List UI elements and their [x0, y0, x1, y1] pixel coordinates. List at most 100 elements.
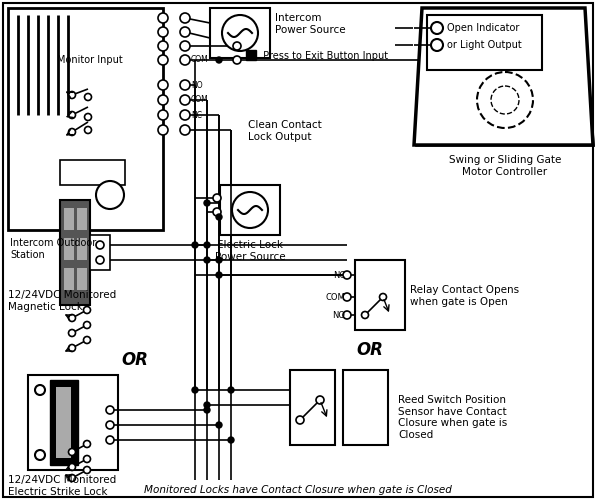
Text: Relay Contact Opens
when gate is Open: Relay Contact Opens when gate is Open — [410, 285, 519, 306]
Circle shape — [106, 436, 114, 444]
Circle shape — [106, 421, 114, 429]
Bar — [56, 387, 71, 458]
Circle shape — [180, 27, 190, 37]
Circle shape — [180, 95, 190, 105]
Circle shape — [180, 80, 190, 90]
Text: 12/24VDC Monitored
Magnetic Lock: 12/24VDC Monitored Magnetic Lock — [8, 290, 116, 312]
Circle shape — [85, 114, 92, 120]
Circle shape — [180, 55, 190, 65]
Circle shape — [85, 126, 92, 134]
Circle shape — [158, 13, 168, 23]
Circle shape — [491, 86, 519, 114]
Text: Press to Exit Button Input: Press to Exit Button Input — [260, 51, 388, 61]
Text: COM: COM — [191, 96, 209, 104]
Circle shape — [96, 181, 124, 209]
Circle shape — [69, 448, 76, 456]
Circle shape — [35, 385, 45, 395]
Circle shape — [106, 406, 114, 414]
Text: Intercom Outdoor
Station: Intercom Outdoor Station — [10, 238, 96, 260]
Circle shape — [216, 257, 222, 263]
Circle shape — [158, 41, 168, 51]
Circle shape — [477, 72, 533, 128]
Circle shape — [83, 322, 91, 328]
Bar — [64, 208, 74, 230]
Text: or Light Output: or Light Output — [447, 40, 522, 50]
Circle shape — [69, 112, 76, 118]
Bar — [355, 260, 405, 330]
Circle shape — [69, 92, 76, 98]
Circle shape — [69, 128, 76, 136]
Circle shape — [35, 450, 45, 460]
Circle shape — [69, 464, 76, 470]
Bar — [427, 15, 542, 70]
Circle shape — [228, 437, 234, 443]
Text: Electric Lock
Power Source: Electric Lock Power Source — [215, 240, 285, 262]
Text: NO: NO — [191, 80, 203, 90]
Text: Open Indicator: Open Indicator — [447, 23, 519, 33]
Circle shape — [204, 200, 210, 206]
Polygon shape — [417, 10, 593, 145]
Text: NC: NC — [191, 110, 202, 120]
Text: OR: OR — [122, 351, 148, 369]
Bar — [60, 200, 90, 305]
Bar — [64, 238, 74, 260]
Circle shape — [296, 416, 304, 424]
Circle shape — [228, 387, 234, 393]
Circle shape — [380, 294, 386, 300]
Circle shape — [83, 456, 91, 462]
Text: Swing or Sliding Gate
Motor Controller: Swing or Sliding Gate Motor Controller — [449, 155, 561, 176]
Bar — [50, 380, 78, 465]
Circle shape — [180, 13, 190, 23]
Bar — [210, 8, 270, 58]
Text: Clean Contact
Lock Output: Clean Contact Lock Output — [248, 120, 322, 142]
Bar — [60, 160, 125, 185]
Circle shape — [192, 387, 198, 393]
Circle shape — [180, 125, 190, 135]
Circle shape — [83, 336, 91, 344]
Circle shape — [83, 306, 91, 314]
Text: 12/24VDC Monitored
Electric Strike Lock: 12/24VDC Monitored Electric Strike Lock — [8, 475, 116, 496]
Circle shape — [431, 22, 443, 34]
Circle shape — [158, 27, 168, 37]
Text: Reed Switch Position
Sensor have Contact
Closure when gate is
Closed: Reed Switch Position Sensor have Contact… — [398, 395, 507, 440]
Circle shape — [158, 80, 168, 90]
Circle shape — [216, 272, 222, 278]
Circle shape — [316, 396, 324, 404]
Circle shape — [216, 422, 222, 428]
Circle shape — [216, 57, 222, 63]
Text: COM: COM — [325, 292, 345, 302]
Bar — [77, 208, 87, 230]
Text: Monitor Input: Monitor Input — [57, 55, 123, 65]
Circle shape — [204, 407, 210, 413]
Text: NO: NO — [332, 310, 345, 320]
Text: NC: NC — [333, 270, 345, 280]
Bar — [290, 370, 335, 445]
Bar — [77, 268, 87, 290]
Circle shape — [204, 402, 210, 408]
Circle shape — [233, 56, 241, 64]
Circle shape — [96, 241, 104, 249]
Text: Monitored Locks have Contact Closure when gate is Closed: Monitored Locks have Contact Closure whe… — [144, 485, 452, 495]
Circle shape — [96, 256, 104, 264]
Text: Intercom
Power Source: Intercom Power Source — [275, 13, 346, 34]
Bar — [246, 50, 256, 60]
Circle shape — [158, 110, 168, 120]
Circle shape — [158, 95, 168, 105]
Circle shape — [204, 242, 210, 248]
Circle shape — [216, 214, 222, 220]
Circle shape — [180, 110, 190, 120]
Circle shape — [69, 314, 76, 322]
Circle shape — [213, 208, 221, 216]
Circle shape — [69, 344, 76, 352]
Circle shape — [232, 192, 268, 228]
Bar — [220, 185, 280, 235]
Circle shape — [233, 42, 241, 50]
Bar — [28, 375, 118, 470]
Polygon shape — [414, 8, 593, 145]
Circle shape — [362, 312, 368, 318]
Text: OR: OR — [356, 341, 383, 359]
Bar — [64, 268, 74, 290]
Circle shape — [158, 125, 168, 135]
Circle shape — [69, 330, 76, 336]
Circle shape — [69, 474, 76, 482]
